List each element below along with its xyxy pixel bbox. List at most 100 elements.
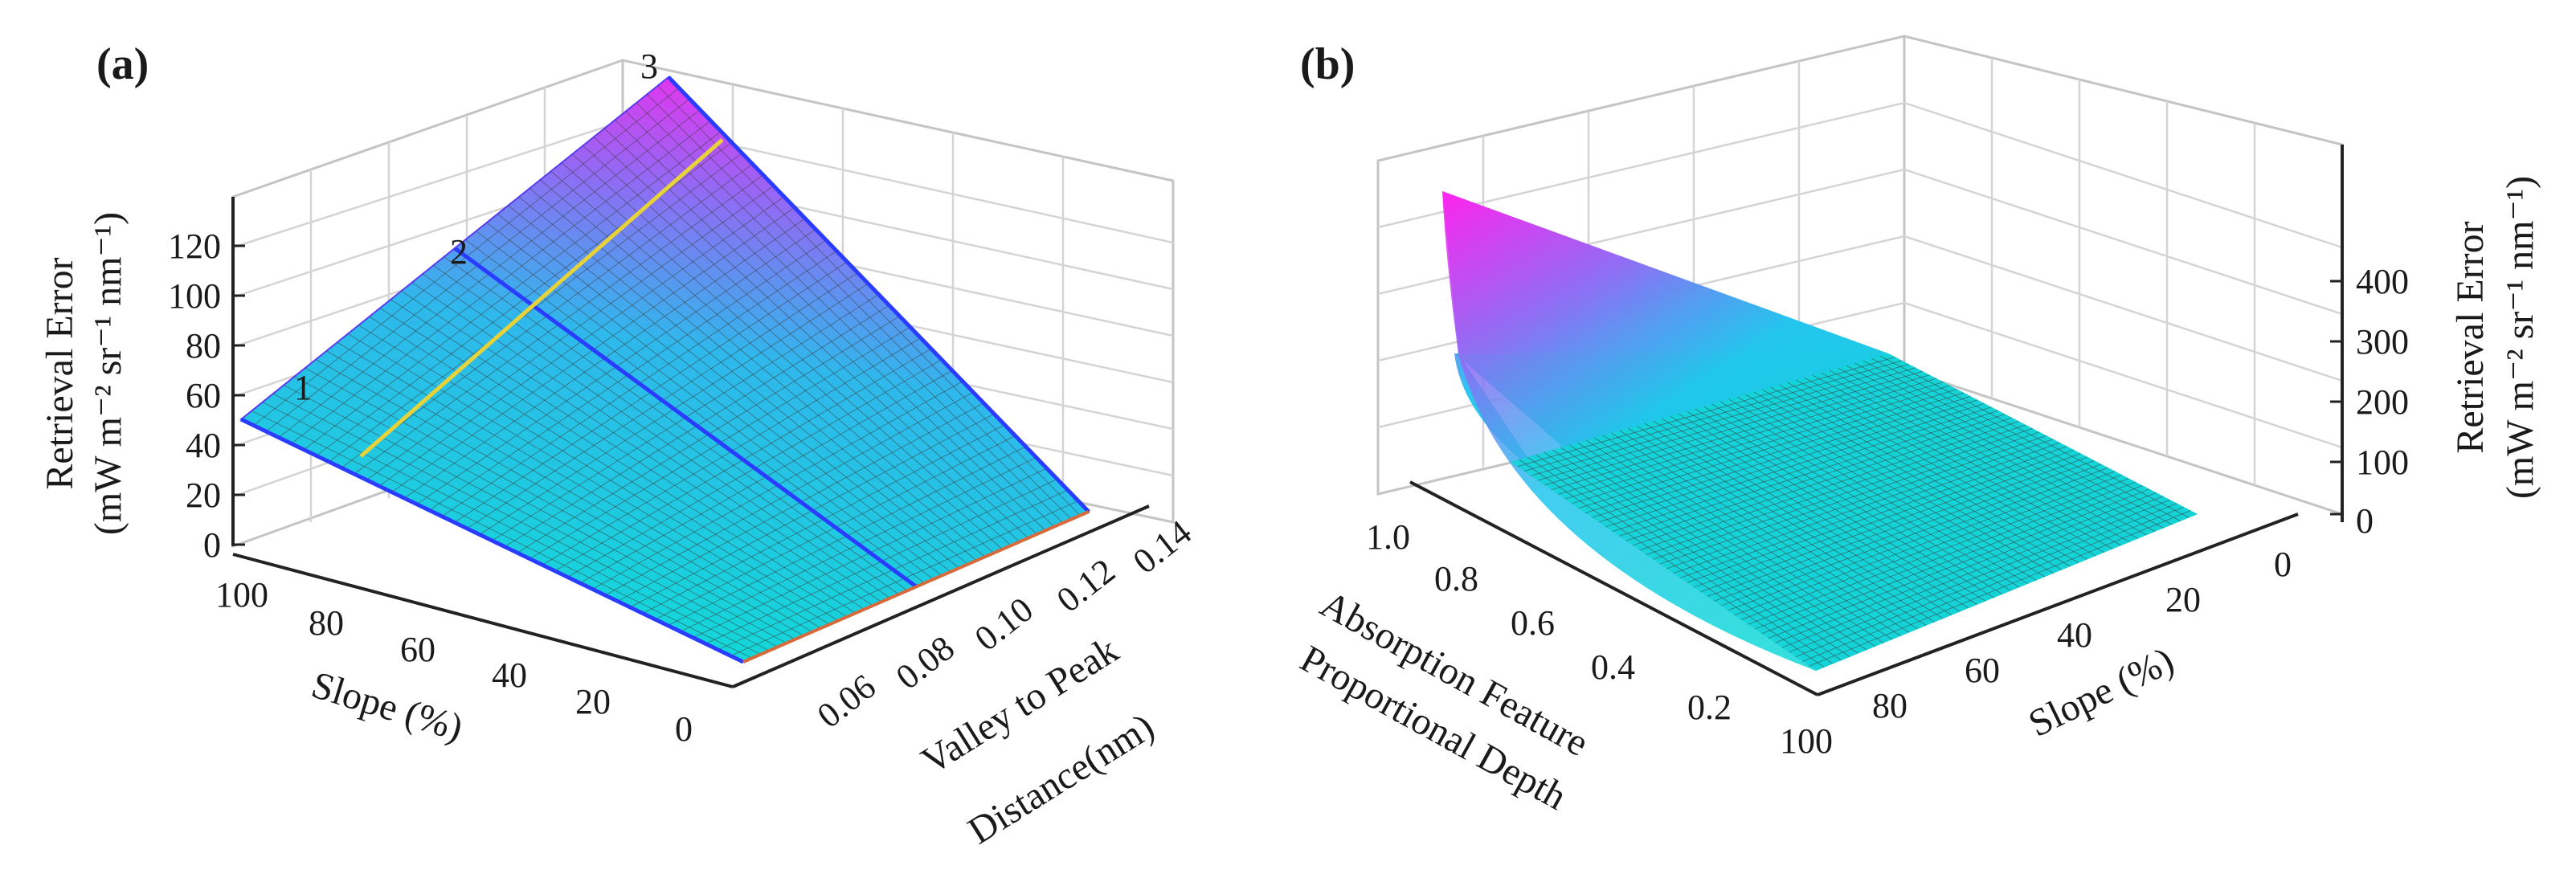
panel-a-line-label-2: 2 xyxy=(450,232,468,272)
panel-b-z-tick-label: 0 xyxy=(2356,501,2374,541)
panel-b-mesh-line xyxy=(1703,406,2012,591)
panel-b-z-tick-label: 400 xyxy=(2356,262,2409,301)
panel-b-mesh-line xyxy=(1535,454,1842,661)
panel-b-mesh-line xyxy=(1611,432,1918,630)
panel-b-mesh-line xyxy=(1779,384,2087,560)
panel-b-mesh-line xyxy=(1720,464,2102,606)
panel-a-y-title: Slope (%) xyxy=(307,664,468,749)
panel-a-surface xyxy=(239,76,1090,664)
panel-a-mesh-line xyxy=(540,179,986,557)
panel-a-y-tick-label: 40 xyxy=(492,656,527,695)
panel-b-mesh-line xyxy=(1523,360,1903,472)
panel-b-mesh-line xyxy=(1762,389,2071,567)
panel-b-mesh-line xyxy=(1527,456,1834,664)
panel-b-mesh-line xyxy=(1644,423,1952,616)
panel-a-mesh-line xyxy=(518,196,968,565)
panel-b-mesh-line xyxy=(1639,421,2019,551)
panel-b-mesh-line xyxy=(1821,372,2130,543)
panel-b-mesh-line xyxy=(1560,447,1867,651)
panel-b-mesh-line xyxy=(1707,456,2088,597)
panel-b-mesh-line xyxy=(1711,403,2020,588)
panel-b-back-grid-horizontal xyxy=(1377,101,2343,449)
panel-a-line-label-3: 3 xyxy=(640,47,658,86)
panel-b-mesh-line xyxy=(1602,435,1910,633)
panel-b-mesh-line xyxy=(1809,510,2191,667)
panel-b-mesh-line xyxy=(1838,367,2147,536)
panel-a-mesh-line xyxy=(583,145,1020,542)
panel-b-mesh-line xyxy=(1598,399,1978,523)
panel-b-mesh-line xyxy=(1673,439,2054,574)
panel-b-mesh-line xyxy=(1653,427,2033,560)
panel-a-z-ticks xyxy=(233,244,245,546)
panel-b-x-axis xyxy=(1409,480,1818,696)
panel-a-mesh-line xyxy=(529,188,977,562)
panel-a-x-tick-label: 0.12 xyxy=(1049,551,1122,620)
panel-a-mesh-line xyxy=(615,119,1046,531)
panel-b-mesh-line xyxy=(1551,374,1930,491)
panel-a-x-tick-label: 0.06 xyxy=(810,667,883,736)
panel-b-mesh-line xyxy=(1552,449,1859,654)
panel-b-mesh-line xyxy=(1789,499,2170,653)
panel-a-mesh-line xyxy=(657,85,1081,516)
panel-b-mesh-line xyxy=(1661,418,1969,609)
panel-b-mesh-line xyxy=(1585,439,1893,640)
panel-a-x-axis xyxy=(732,504,1150,688)
panel-b-mesh-line xyxy=(1795,379,2105,553)
panel-a-y-axis xyxy=(232,553,734,688)
panel-a-mesh-line xyxy=(636,102,1064,524)
panel-b-mesh-line xyxy=(1531,363,1909,476)
panel-b-z-ticks xyxy=(2330,280,2342,516)
panel-b-mesh-line xyxy=(1812,374,2122,546)
panel-a-x-tick-label: 0.10 xyxy=(967,590,1041,659)
panel-a-mesh-line xyxy=(593,137,1029,539)
panel-b-mesh-line xyxy=(1646,424,2026,555)
panel-a-y-tick-label: 0 xyxy=(675,709,693,749)
panel-b-mesh-line xyxy=(1632,417,2013,546)
panel-b-mesh-line xyxy=(1594,437,1901,637)
panel-b-mesh-line xyxy=(1770,386,2079,564)
panel-b-mesh-line xyxy=(1659,431,2040,565)
panel-b-surface-mesh xyxy=(1517,355,2191,668)
panel-b-y-tick-label: 80 xyxy=(1872,686,1907,725)
panel-b-mesh-line xyxy=(1605,402,1985,528)
panel-a-mesh-line xyxy=(572,153,1012,546)
panel-a-z-tick-label: 100 xyxy=(168,276,221,316)
panel-a-z-tick-label: 0 xyxy=(203,525,221,565)
panel-b-mesh-line xyxy=(1761,485,2143,635)
panel-b-mesh-line xyxy=(1846,365,2156,533)
panel-b-mesh-line xyxy=(1627,427,1936,623)
panel-a-y-tick-label: 80 xyxy=(309,603,344,643)
panel-b-mesh-line xyxy=(1564,382,1944,500)
panel-a-mesh-line xyxy=(508,205,960,569)
panel-b-mesh-line xyxy=(1687,446,2067,583)
panel-b-x-tick-label: 1.0 xyxy=(1366,517,1410,557)
panel-a-z-tick-label: 20 xyxy=(186,476,221,515)
panel-a-mesh-line xyxy=(647,93,1072,520)
panel-b-x-tick-label: 0.2 xyxy=(1687,688,1732,727)
panel-b-mesh-line xyxy=(1537,367,1916,481)
panel-b-z-tick-label: 300 xyxy=(2356,322,2409,361)
panel-a-y-tick-label: 20 xyxy=(575,682,611,721)
panel-b-y-tick-label: 20 xyxy=(2165,580,2201,619)
panel-b-mesh-line xyxy=(1519,459,1825,668)
panel-b-z-tick-label: 100 xyxy=(2356,443,2409,482)
panel-b-mesh-line xyxy=(1517,357,1895,468)
panel-b-x-tick-label: 0.6 xyxy=(1511,603,1555,643)
panel-a-line-yellow xyxy=(359,138,724,458)
panel-b-mesh-line xyxy=(1670,415,1977,606)
panel-a-y-tick-label: 100 xyxy=(215,575,268,615)
panel-b-mesh-line xyxy=(1745,394,2054,574)
panel-a-y-tick-label: 60 xyxy=(400,630,435,669)
panel-a-z-tick-label: 120 xyxy=(168,227,221,266)
panel-a-mesh-line xyxy=(603,128,1037,535)
panel-b-z-tick-label: 200 xyxy=(2356,382,2409,422)
panel-a-z-tick-label: 60 xyxy=(186,376,221,415)
panel-b-mesh-line xyxy=(1795,503,2177,658)
panel-b-label: (b) xyxy=(1300,39,1355,89)
panel-a-z-tick-label: 80 xyxy=(186,326,221,366)
panel-b-y-title: Slope (%) xyxy=(2022,639,2181,745)
panel-b-mesh-line xyxy=(1653,420,1961,612)
panel-b-mesh-line xyxy=(1728,467,2108,611)
panel-b-mesh-line xyxy=(1714,459,2095,602)
